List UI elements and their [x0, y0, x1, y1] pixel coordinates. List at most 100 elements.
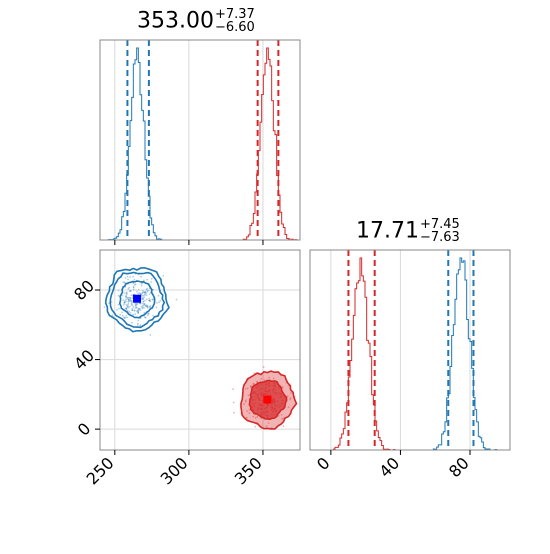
sample-point-0-180: [125, 307, 128, 309]
sample-point-0-21: [135, 302, 138, 305]
sample-point-0-162: [156, 302, 158, 304]
panel-frame-0: [99, 39, 301, 241]
sample-point-0-181: [145, 304, 147, 307]
sample-point-0-258: [130, 302, 133, 305]
sample-point-1-212: [289, 398, 292, 401]
sample-point-0-203: [141, 291, 144, 294]
top-title-minus: −6.60: [214, 20, 255, 35]
histogram-series-2-0: [310, 257, 510, 451]
sample-point-0-18: [142, 291, 145, 293]
sample-point-0-131: [138, 292, 141, 294]
sample-point-1-0: [232, 401, 235, 404]
sample-point-1-4: [250, 385, 253, 388]
sample-point-0-95: [130, 300, 132, 303]
sample-point-0-159: [149, 305, 152, 307]
sample-point-0-144: [125, 308, 128, 310]
sample-point-0-33: [129, 312, 132, 314]
sample-point-0-24: [147, 312, 150, 315]
sample-point-0-35: [103, 306, 106, 308]
sample-point-0-25: [140, 284, 143, 287]
sample-point-0-53: [131, 301, 134, 304]
sample-point-0-130: [175, 298, 178, 301]
sample-point-0-167: [142, 279, 145, 282]
sample-point-0-56: [147, 312, 150, 315]
sample-point-0-163: [137, 311, 140, 313]
sample-point-0-154: [146, 314, 149, 317]
sample-point-0-126: [146, 278, 149, 281]
sample-point-0-185: [131, 309, 134, 312]
sample-point-0-196: [144, 292, 146, 294]
sample-point-1-235: [232, 388, 235, 390]
density-group-0: [103, 267, 178, 336]
sample-point-0-42: [142, 298, 145, 300]
sample-point-0-238: [130, 294, 133, 296]
sample-point-0-100: [134, 303, 137, 306]
sample-point-0-54: [121, 294, 124, 297]
sample-point-0-251: [118, 307, 120, 310]
x-tick-label-2-0: 0: [313, 453, 334, 474]
sample-point-0-140: [141, 306, 144, 309]
sample-point-0-170: [137, 289, 140, 291]
sample-point-0-3: [145, 298, 148, 301]
sample-point-1-44: [246, 387, 249, 390]
sample-point-1-26: [287, 406, 290, 408]
sample-point-0-254: [126, 309, 129, 312]
sample-point-1-119: [243, 403, 246, 405]
sample-point-0-104: [151, 298, 154, 301]
sample-point-0-32: [108, 302, 110, 305]
sample-point-0-30: [144, 290, 147, 293]
sample-point-1-257: [281, 418, 283, 420]
x-tick-label-1-0: 250: [83, 453, 118, 488]
sample-point-0-135: [116, 309, 118, 311]
sample-point-0-75: [145, 288, 148, 291]
truth-marker-1: [263, 395, 272, 404]
sample-point-0-88: [139, 309, 142, 312]
sample-point-0-66: [126, 316, 129, 319]
sample-point-1-87: [252, 382, 255, 385]
sample-point-0-198: [132, 275, 134, 278]
sample-point-0-207: [123, 316, 125, 319]
sample-point-0-226: [123, 281, 126, 283]
contour-outermost-0: [104, 267, 170, 333]
sample-point-0-82: [139, 308, 141, 310]
sample-point-0-84: [146, 305, 149, 307]
sample-point-0-45: [123, 317, 126, 319]
sample-point-0-38: [131, 307, 134, 310]
sample-point-1-97: [280, 413, 283, 416]
sample-point-0-89: [143, 306, 145, 309]
sample-point-0-63: [142, 300, 145, 303]
sample-point-0-91: [143, 311, 146, 314]
sample-point-0-6: [138, 302, 141, 305]
sample-point-1-144: [249, 385, 252, 388]
sample-point-0-161: [148, 293, 151, 295]
sample-point-1-197: [265, 425, 268, 427]
sample-point-0-164: [147, 299, 150, 302]
sample-point-1-108: [256, 415, 259, 418]
sample-point-0-97: [159, 299, 162, 302]
sample-point-0-191: [130, 299, 133, 302]
sample-point-0-197: [111, 314, 114, 317]
sample-point-1-216: [252, 383, 255, 386]
sample-point-0-105: [136, 290, 138, 293]
panel-frame-1: [99, 249, 301, 451]
sample-point-0-29: [138, 307, 141, 310]
sample-point-0-15: [140, 275, 143, 278]
sample-point-1-241: [248, 408, 251, 411]
sample-point-0-212: [148, 299, 151, 302]
density-group-1: [232, 366, 298, 430]
sample-point-1-36: [290, 392, 292, 394]
sample-point-0-41: [140, 297, 143, 300]
sample-point-0-27: [133, 284, 136, 286]
sample-point-0-173: [127, 278, 129, 281]
sample-point-0-127: [132, 306, 135, 308]
sample-point-1-152: [245, 388, 247, 390]
sample-point-0-229: [121, 314, 124, 317]
x-tick-label-2-1: 40: [375, 453, 403, 481]
sample-point-0-22: [124, 307, 127, 310]
sample-point-0-51: [137, 319, 140, 322]
sample-point-0-204: [129, 276, 132, 278]
sample-point-1-129: [254, 425, 257, 428]
sample-point-0-113: [126, 305, 129, 308]
sample-point-1-100: [233, 411, 235, 414]
